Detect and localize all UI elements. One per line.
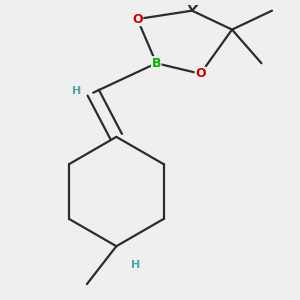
Text: O: O xyxy=(195,67,206,80)
Text: O: O xyxy=(132,13,143,26)
Text: H: H xyxy=(131,260,140,270)
Text: B: B xyxy=(152,57,161,70)
Text: H: H xyxy=(72,85,81,96)
